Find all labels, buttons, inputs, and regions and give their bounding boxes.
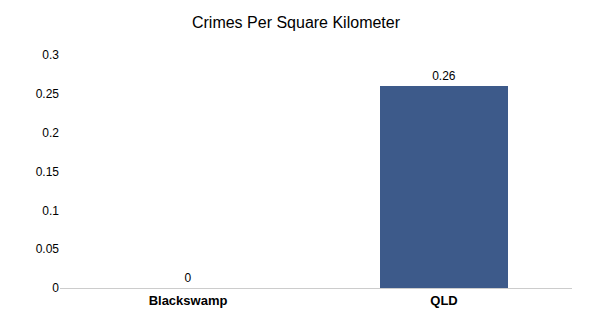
svg-text:0.26: 0.26 [432,69,456,83]
svg-text:0: 0 [52,281,59,295]
svg-text:QLD: QLD [430,293,457,308]
svg-text:0.25: 0.25 [36,87,60,101]
svg-text:Blackswamp: Blackswamp [149,293,228,308]
svg-text:Crimes Per Square Kilometer: Crimes Per Square Kilometer [192,14,401,31]
svg-text:0.3: 0.3 [42,48,59,62]
svg-text:0.05: 0.05 [36,242,60,256]
svg-text:0: 0 [185,271,192,285]
svg-text:0.1: 0.1 [42,204,59,218]
svg-text:0.15: 0.15 [36,165,60,179]
svg-text:0.2: 0.2 [42,126,59,140]
